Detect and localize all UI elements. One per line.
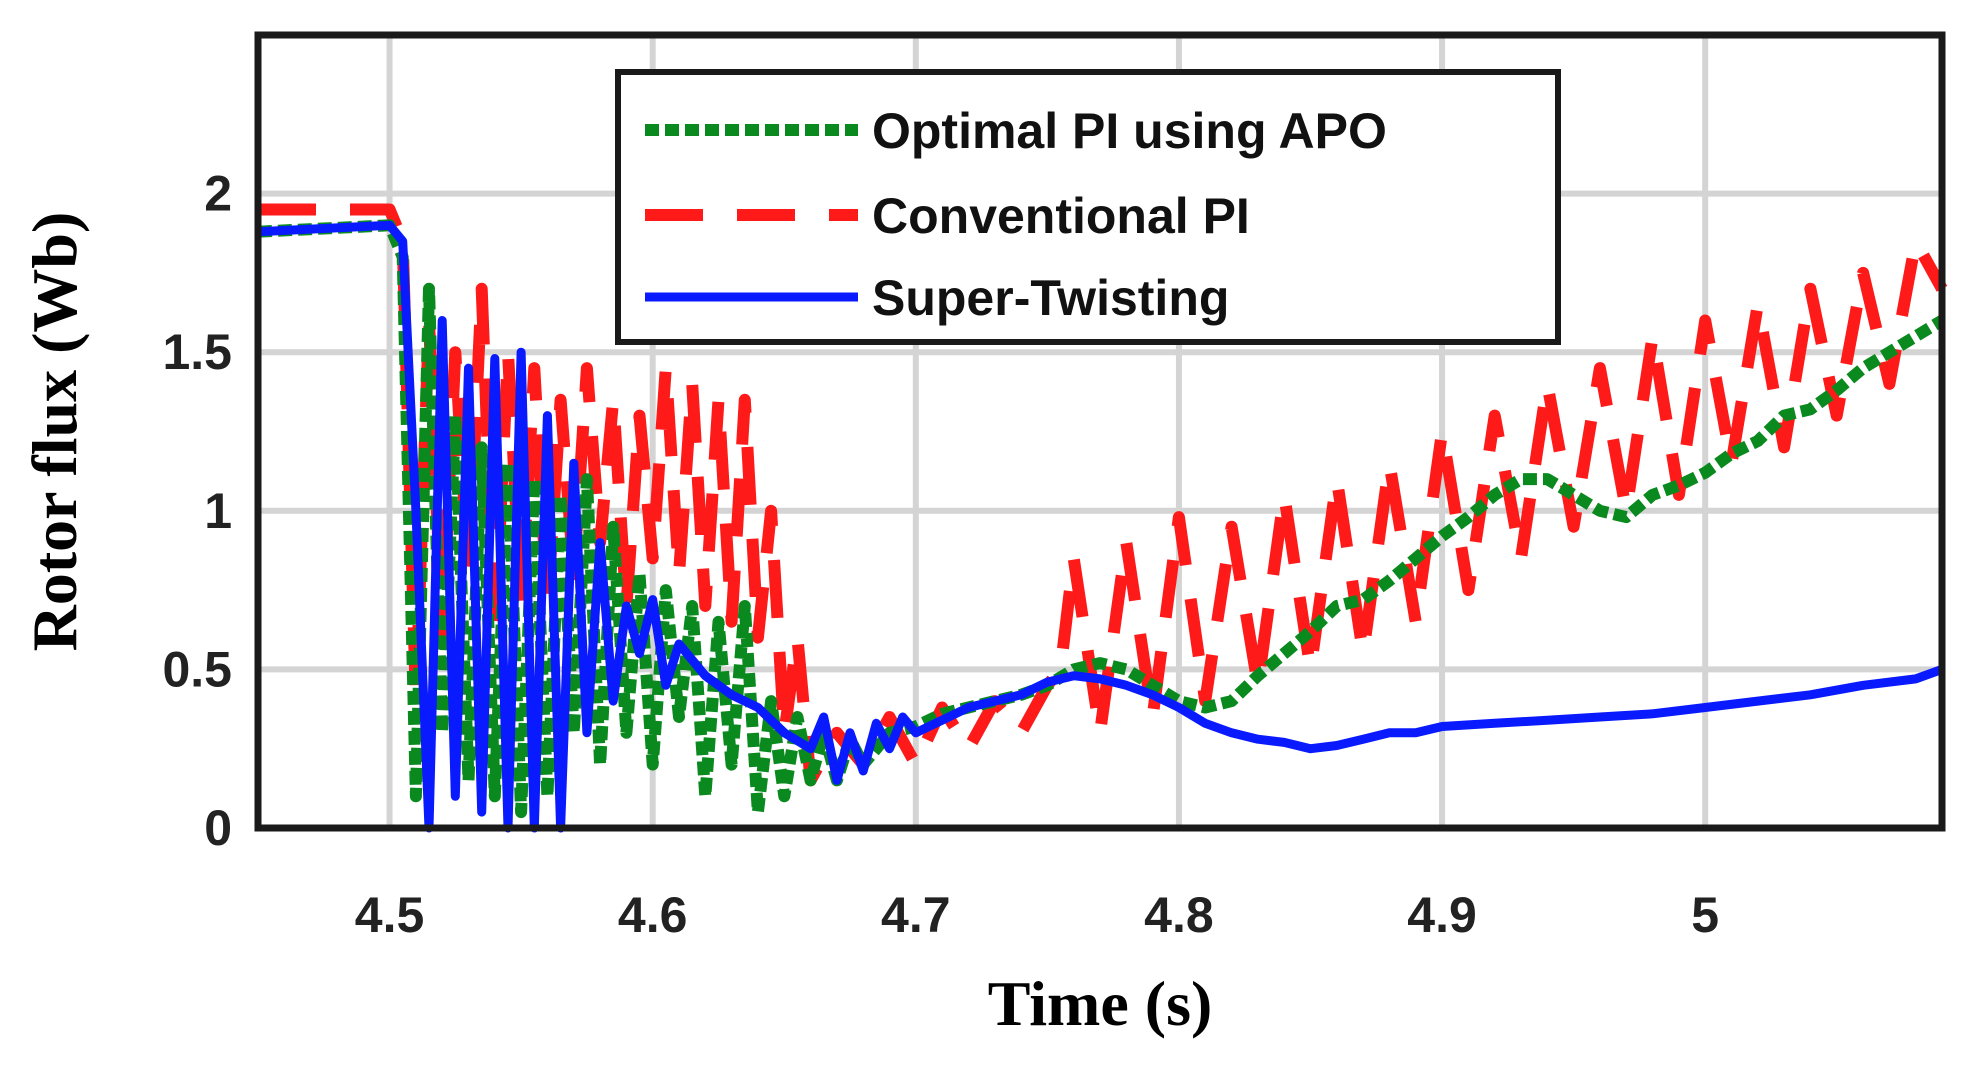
series-layer: [257, 203, 1948, 833]
y-tick-label: 1: [204, 483, 232, 539]
x-tick-label: 4.8: [1144, 887, 1214, 943]
x-tick-label: 4.5: [355, 887, 425, 943]
x-tick-labels: 4.5 4.6 4.7 4.8 4.9 5: [355, 887, 1719, 943]
y-tick-label: 1.5: [162, 324, 232, 380]
legend-label-conventional-pi: Conventional PI: [872, 188, 1250, 244]
x-tick-label: 5: [1691, 887, 1719, 943]
plot-frame: [254, 31, 1946, 832]
y-tick-label: 2: [204, 166, 232, 222]
x-tick-label: 4.9: [1407, 887, 1477, 943]
y-tick-label: 0.5: [162, 641, 232, 697]
legend: Optimal PI using APO Conventional PI Sup…: [615, 69, 1561, 345]
x-tick-label: 4.7: [881, 887, 951, 943]
legend-label-optimal-pi: Optimal PI using APO: [872, 103, 1387, 159]
y-tick-label: 0: [204, 800, 232, 856]
x-axis-label: Time (s): [988, 968, 1213, 1039]
series-line-super-twisting: [257, 220, 1944, 833]
y-axis-label: Rotor flux (Wb): [19, 212, 90, 652]
x-tick-label: 4.6: [618, 887, 688, 943]
y-tick-labels: 0 0.5 1 1.5 2: [162, 166, 232, 856]
legend-label-super-twisting: Super-Twisting: [872, 270, 1229, 326]
